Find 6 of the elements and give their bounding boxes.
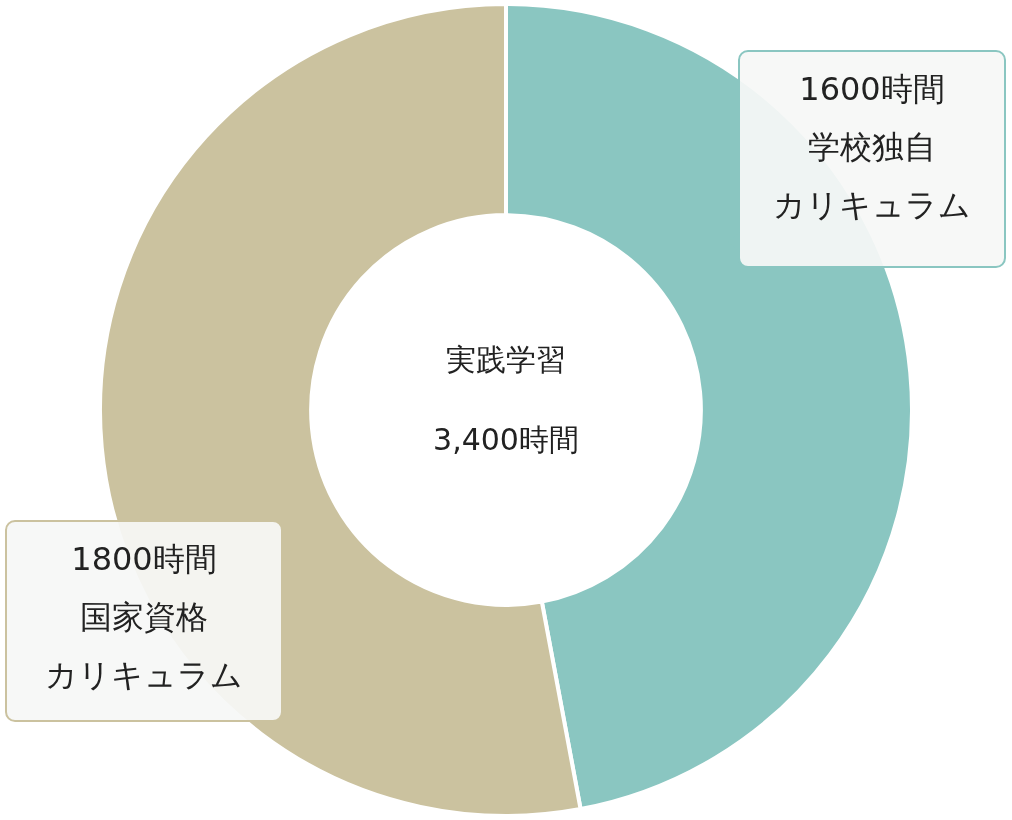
slice-label: 学校独自カリキュラム bbox=[773, 128, 971, 224]
data-label: 1600時間 bbox=[799, 70, 945, 108]
data-label: 1800時間 bbox=[71, 540, 217, 578]
text: 実践学習 bbox=[445, 341, 567, 379]
text: 3,400時間 bbox=[432, 421, 580, 459]
slice-label: 国家資格カリキュラム bbox=[45, 598, 243, 694]
